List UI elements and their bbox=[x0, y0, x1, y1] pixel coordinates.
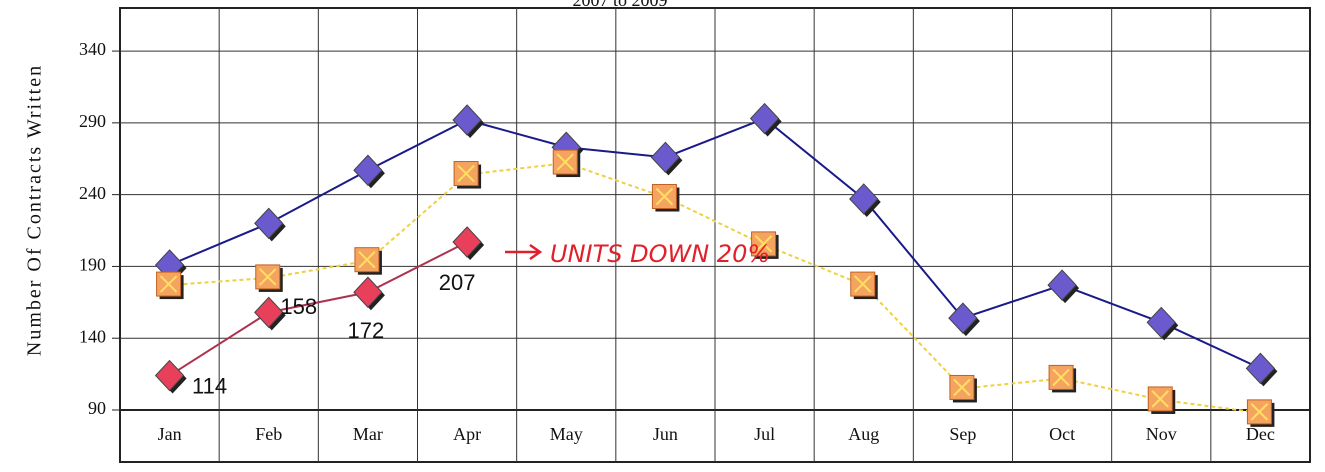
data-label: 114 bbox=[192, 373, 227, 398]
annotation-arrow bbox=[505, 243, 543, 261]
marker bbox=[650, 141, 681, 174]
y-tick-label: 190 bbox=[79, 255, 106, 275]
chart-subtitle: 2007 to 2009 bbox=[572, 0, 667, 10]
marker-cross bbox=[358, 250, 376, 269]
x-tick-label: Aug bbox=[848, 424, 879, 444]
y-tick-label: 290 bbox=[79, 111, 106, 131]
marker bbox=[948, 302, 978, 334]
data-label: 158 bbox=[280, 294, 317, 319]
marker bbox=[1245, 352, 1276, 385]
data-label: 207 bbox=[439, 270, 476, 295]
series-line bbox=[169, 162, 1261, 414]
series-line bbox=[169, 117, 1261, 370]
marker bbox=[254, 207, 284, 240]
series-line bbox=[169, 241, 468, 377]
y-tick-label: 340 bbox=[79, 39, 106, 59]
marker-cross bbox=[854, 275, 872, 293]
marker bbox=[353, 276, 383, 309]
marker-cross bbox=[953, 378, 971, 397]
x-tick-label: Feb bbox=[255, 424, 282, 444]
x-tick-label: Sep bbox=[949, 424, 976, 444]
x-tick-label: Jan bbox=[158, 424, 182, 444]
marker-cross bbox=[159, 275, 178, 293]
x-tick-label: Jul bbox=[754, 424, 775, 444]
marker-cross bbox=[1052, 368, 1070, 387]
x-tick-label: Dec bbox=[1246, 424, 1275, 444]
x-tick-label: Oct bbox=[1049, 424, 1075, 444]
marker bbox=[353, 154, 383, 186]
marker-cross bbox=[754, 235, 773, 253]
x-tick-label: Nov bbox=[1146, 424, 1177, 444]
y-tick-label: 240 bbox=[79, 183, 106, 203]
marker-cross bbox=[259, 268, 277, 286]
marker bbox=[154, 359, 185, 392]
y-tick-label: 90 bbox=[88, 398, 106, 418]
marker-cross bbox=[556, 153, 574, 171]
marker bbox=[452, 226, 482, 258]
marker-cross bbox=[1151, 390, 1169, 408]
y-tick-label: 140 bbox=[79, 326, 106, 346]
data-label: 172 bbox=[348, 318, 385, 343]
marker bbox=[1146, 306, 1176, 339]
marker bbox=[452, 104, 482, 136]
marker-cross bbox=[1250, 403, 1269, 421]
x-tick-label: Apr bbox=[453, 424, 481, 444]
annotation-text: UNITS DOWN 20% bbox=[550, 240, 770, 268]
marker bbox=[849, 183, 879, 215]
marker bbox=[1047, 269, 1077, 301]
marker bbox=[254, 296, 284, 329]
marker-cross bbox=[655, 187, 674, 206]
y-axis-label: Number Of Contracts Written bbox=[24, 64, 46, 356]
annotation: UNITS DOWN 20% bbox=[505, 240, 770, 268]
x-tick-label: Mar bbox=[353, 424, 383, 444]
marker-cross bbox=[457, 164, 475, 183]
x-tick-label: May bbox=[550, 424, 583, 444]
x-tick-label: Jun bbox=[653, 424, 678, 444]
marker bbox=[749, 102, 780, 135]
